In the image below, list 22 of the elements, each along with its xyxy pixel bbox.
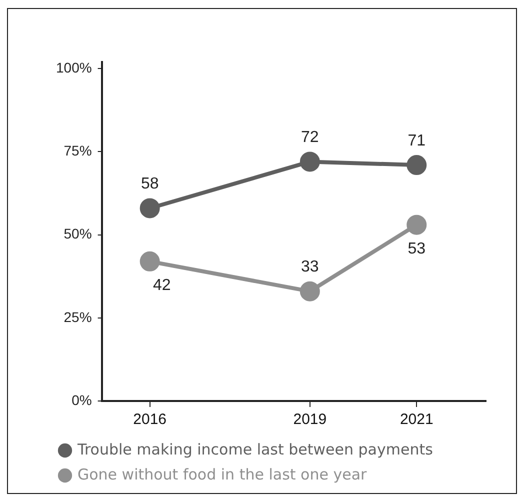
point xyxy=(140,198,160,218)
y-tick-label: 50% xyxy=(64,226,92,242)
data-label: 33 xyxy=(301,258,319,276)
point xyxy=(406,155,427,176)
point xyxy=(300,152,320,172)
x-tick-label: 2016 xyxy=(133,411,167,428)
data-label: 58 xyxy=(140,176,159,193)
data-label: 53 xyxy=(408,240,426,258)
x-tick-label: 2021 xyxy=(400,411,434,428)
y-tick-label: 75% xyxy=(64,142,92,159)
point xyxy=(300,281,320,302)
data-label: 72 xyxy=(301,129,319,146)
point xyxy=(140,251,160,272)
y-tick-label: 0% xyxy=(72,392,92,408)
y-tick-label: 25% xyxy=(64,308,92,325)
data-label: 71 xyxy=(408,132,426,150)
legend-label: Trouble making income last between payments xyxy=(76,440,434,458)
legend-label: Gone without food in the last one year xyxy=(78,465,368,484)
data-label: 42 xyxy=(152,276,171,294)
point xyxy=(406,214,427,235)
y-tick-label: 100% xyxy=(56,60,92,76)
x-tick-label: 2019 xyxy=(293,411,327,428)
